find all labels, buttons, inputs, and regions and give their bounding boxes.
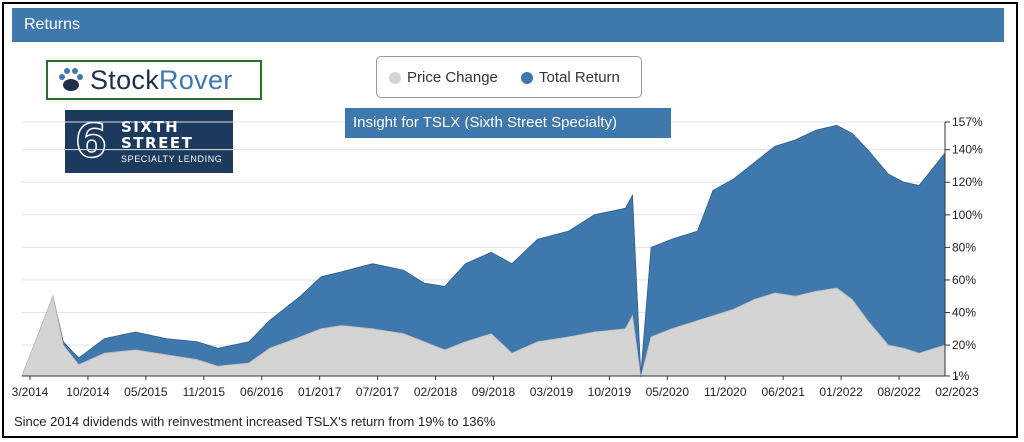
x-tick-label: 05/2020 <box>646 385 690 399</box>
y-tick-label: 40% <box>952 306 976 320</box>
stockrover-wordmark: StockRover <box>90 64 233 95</box>
x-tick-label: 09/2018 <box>472 385 516 399</box>
chart-legend: Price Change Total Return <box>376 56 642 98</box>
x-tick-label: 08/2022 <box>877 385 921 399</box>
x-tick-label: 3/2014 <box>12 385 49 399</box>
series-price-change-area <box>21 287 946 378</box>
series-total-return-area <box>21 124 946 377</box>
y-tick-label: 80% <box>952 240 976 254</box>
legend-item-total-return[interactable]: Total Return <box>521 69 620 86</box>
sixth-street-numeral: 6 <box>74 114 108 168</box>
x-tick-label: 06/2021 <box>761 385 805 399</box>
y-tick-label: 1% <box>952 369 970 383</box>
y-tick-label: 60% <box>952 273 976 287</box>
sixth-street-line3: SPECIALTY LENDING <box>121 154 223 164</box>
legend-label-total: Total Return <box>539 69 620 86</box>
sixth-street-line2: STREET <box>121 134 194 152</box>
y-tick-label: 157% <box>952 115 983 129</box>
x-tick-label: 10/2019 <box>588 385 632 399</box>
insight-banner: Insight for TSLX (Sixth Street Specialty… <box>345 108 671 138</box>
x-tick-label: 11/2015 <box>183 385 226 399</box>
legend-dot-price <box>389 71 401 84</box>
y-tick-label: 20% <box>952 338 976 352</box>
legend-item-price-change[interactable]: Price Change <box>389 69 498 86</box>
y-tick-label: 120% <box>952 175 983 189</box>
x-tick-label: 01/2017 <box>298 385 342 399</box>
footer-note: Since 2014 dividends with reinvestment i… <box>14 414 496 429</box>
sixth-street-logo: 6 SIXTH STREET SPECIALTY LENDING <box>65 110 233 173</box>
stockrover-logo: StockRover <box>46 60 262 100</box>
header-title: Returns <box>24 16 81 33</box>
x-tick-label: 11/2020 <box>704 385 747 399</box>
x-tick-label: 03/2019 <box>530 385 574 399</box>
legend-dot-total <box>521 71 533 84</box>
x-tick-label: 07/2017 <box>356 385 400 399</box>
x-tick-label: 06/2016 <box>240 385 284 399</box>
x-tick-label: 02/2023 <box>935 385 979 399</box>
x-tick-label: 05/2015 <box>124 385 168 399</box>
x-tick-label: 02/2018 <box>414 385 458 399</box>
insight-text: Insight for TSLX (Sixth Street Specialty… <box>353 114 618 131</box>
paw-icon <box>59 68 83 91</box>
y-tick-label: 100% <box>952 208 983 222</box>
legend-label-price: Price Change <box>407 69 498 86</box>
y-tick-label: 140% <box>952 143 983 157</box>
header-bar: Returns <box>12 8 1004 42</box>
x-tick-label: 10/2014 <box>66 385 110 399</box>
x-tick-label: 01/2022 <box>819 385 863 399</box>
